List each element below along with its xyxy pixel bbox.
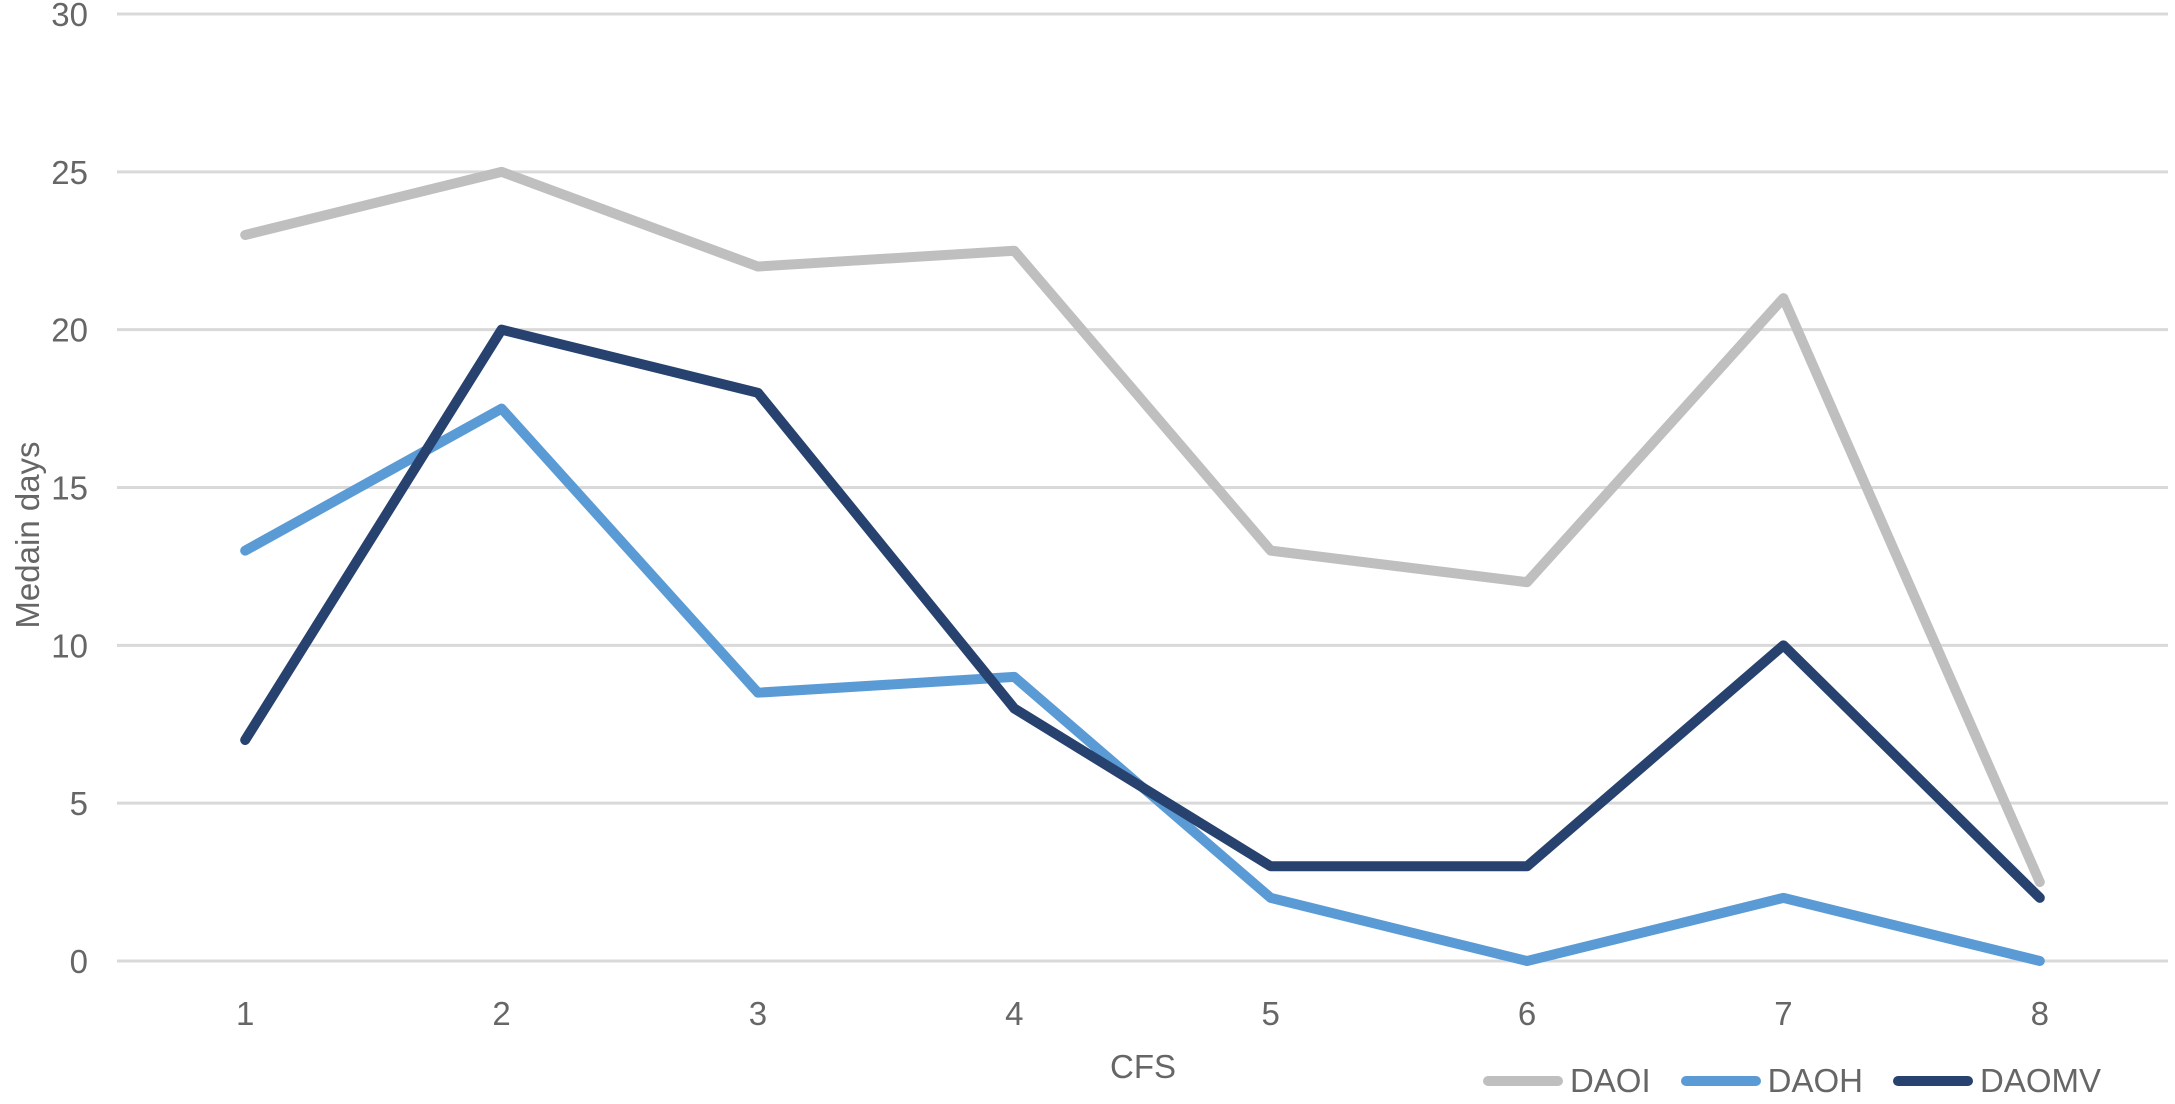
y-tick-labels-group: 0 5 10 15 20 25 30 [51,0,88,980]
gridlines-group [117,12,2168,963]
x-tick-label: 4 [1005,995,1023,1032]
y-tick-label: 0 [70,943,88,980]
legend-label-daoi: DAOI [1569,1062,1651,1099]
series-line-daoi [240,166,2045,888]
legend-swatch-daomv [1892,1076,1973,1087]
y-axis-title: Medain days [9,441,46,629]
y-tick-label: 5 [70,785,88,822]
x-tick-labels-group: 1 2 3 4 5 6 7 8 [236,995,2049,1032]
legend-label-daoh: DAOH [1767,1062,1863,1099]
x-tick-label: 5 [1262,995,1280,1032]
chart-legend: DAOI DAOH DAOMV [1482,1062,2101,1099]
y-tick-label: 20 [51,312,88,349]
x-tick-label: 8 [2031,995,2049,1032]
x-axis-title: CFS [1110,1048,1176,1085]
legend-item-daomv: DAOMV [1892,1062,2101,1099]
series-line-daoh [240,403,2045,966]
legend-label-daomv: DAOMV [1979,1062,2101,1099]
y-tick-label: 30 [51,0,88,33]
x-tick-label: 7 [1774,995,1792,1032]
series-line-daomv [240,324,2045,903]
x-tick-label: 6 [1518,995,1536,1032]
x-tick-label: 3 [749,995,767,1032]
series-lines-group [240,166,2045,966]
y-tick-label: 10 [51,627,88,664]
legend-item-daoi: DAOI [1482,1062,1651,1099]
legend-swatch-daoh [1680,1076,1761,1087]
x-tick-label: 1 [236,995,254,1032]
y-tick-label: 25 [51,154,88,191]
y-tick-label: 15 [51,470,88,507]
legend-swatch-daoi [1482,1076,1563,1087]
legend-item-daoh: DAOH [1680,1062,1863,1099]
x-tick-label: 2 [492,995,510,1032]
